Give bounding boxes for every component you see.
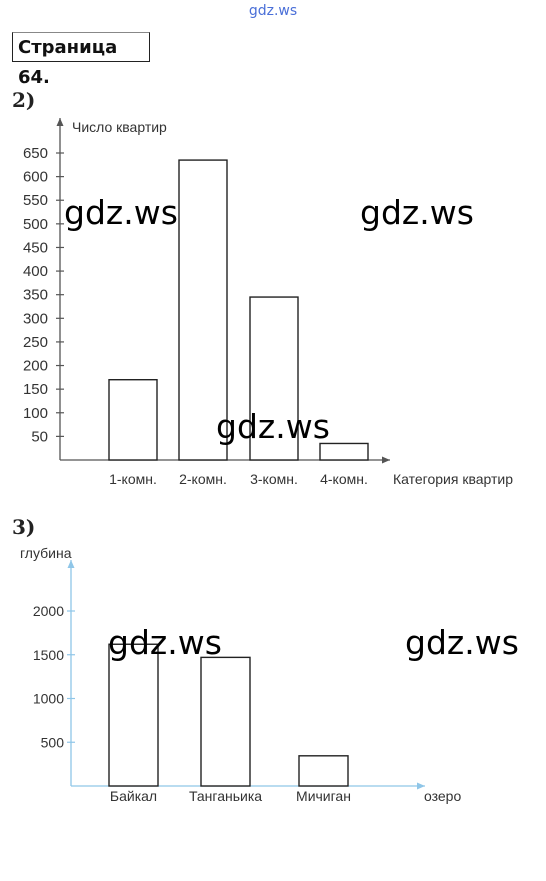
y-tick-label: 200 xyxy=(23,358,48,375)
bar-3-комн. xyxy=(249,296,299,461)
y-tick-label: 400 xyxy=(23,263,48,280)
y-tick-label: 300 xyxy=(23,310,48,327)
category-label: Мичиган xyxy=(296,788,351,804)
y-tick-label: 500 xyxy=(23,216,48,233)
category-label: 1-комн. xyxy=(109,471,157,487)
page-title: Страница 64. xyxy=(12,32,150,88)
y-tick-label: 100 xyxy=(23,405,48,422)
bar-2-комн. xyxy=(178,159,228,461)
bar-4-комн. xyxy=(319,442,369,461)
x-axis-arrow xyxy=(417,782,425,790)
y-tick-label: 550 xyxy=(23,192,48,209)
watermark-3: gdz.ws xyxy=(216,407,330,446)
y-axis-arrow xyxy=(56,118,64,126)
watermark-1: gdz.ws xyxy=(64,193,178,232)
x-axis-arrow xyxy=(382,456,390,464)
category-label: 2-комн. xyxy=(179,471,227,487)
y-tick-label: 500 xyxy=(41,734,65,750)
y-tick-label: 1500 xyxy=(33,647,64,663)
task-number-3: 3) xyxy=(12,515,36,539)
category-label: 3-комн. xyxy=(250,471,298,487)
y-tick-label: 250 xyxy=(23,334,48,351)
category-label: 4-комн. xyxy=(320,471,368,487)
y-tick-label: 600 xyxy=(23,169,48,186)
watermark-4: gdz.ws xyxy=(108,623,222,662)
y-tick-label: 650 xyxy=(23,145,48,162)
y-tick-label: 450 xyxy=(23,239,48,256)
y-axis-label: Число квартир xyxy=(72,119,167,135)
bar-1-комн. xyxy=(108,379,158,461)
y-axis-label: глубина xyxy=(20,545,72,561)
bar-Мичиган xyxy=(298,755,349,787)
task-number-2: 2) xyxy=(12,88,36,112)
y-tick-label: 50 xyxy=(31,428,48,445)
category-label: Байкал xyxy=(110,788,157,804)
y-tick-label: 350 xyxy=(23,287,48,304)
category-label: Танганьика xyxy=(189,788,262,804)
watermark-5: gdz.ws xyxy=(405,623,519,662)
y-tick-label: 2000 xyxy=(33,603,64,619)
bar-Танганьика xyxy=(200,656,251,787)
x-axis-label: озеро xyxy=(424,788,461,804)
y-tick-label: 1000 xyxy=(33,691,64,707)
y-tick-label: 150 xyxy=(23,381,48,398)
y-axis-arrow xyxy=(67,560,75,568)
x-axis-label: Категория квартир xyxy=(393,471,513,487)
watermark-2: gdz.ws xyxy=(360,193,474,232)
site-link[interactable]: gdz.ws xyxy=(248,3,298,19)
bar-Байкал xyxy=(108,643,159,787)
